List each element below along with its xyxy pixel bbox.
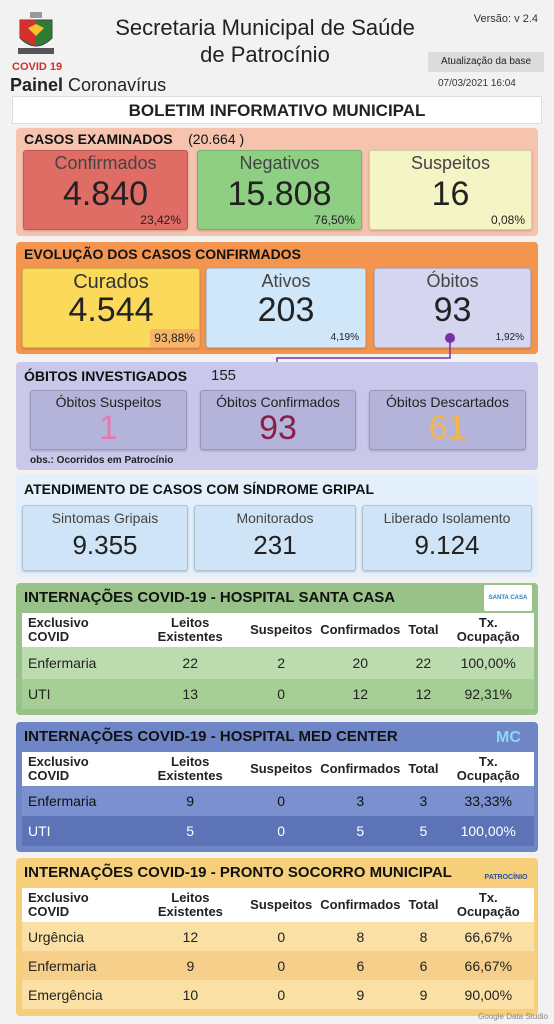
table-row: Enfermaria 22 2 20 22 100,00% [22,647,534,679]
atendimento-section: ATENDIMENTO DE CASOS COM SÍNDROME GRIPAL… [16,475,538,577]
card-sintomas-gripais: Sintomas Gripais 9.355 [22,505,188,571]
table-row: UTI 5 0 5 5 100,00% [22,816,534,846]
card-confirmados: Confirmados 4.840 23,42% [23,150,188,230]
card-negativos: Negativos 15.808 76,50% [197,150,362,230]
table-header-row: Exclusivo COVID Leitos Existentes Suspei… [22,613,534,647]
med-center-logo: MC [494,724,528,750]
section-title: INTERNAÇÕES COVID-19 - HOSPITAL MED CENT… [24,728,398,745]
obitos-obs: obs.: Ocorridos em Patrocínio [30,455,174,466]
evolucao-section: EVOLUÇÃO DOS CASOS CONFIRMADOS Curados 4… [16,242,538,354]
update-label: Atualização da base [428,52,544,72]
section-title: ATENDIMENTO DE CASOS COM SÍNDROME GRIPAL [24,481,375,497]
card-liberado-isolamento: Liberado Isolamento 9.124 [362,505,532,571]
page-title: Secretaria Municipal de Saúde de Patrocí… [115,15,415,67]
card-suspeitos: Suspeitos 16 0,08% [369,150,532,230]
card-ativos: Ativos 203 4,19% [206,268,366,348]
municipal-crest-logo [14,10,58,58]
footer-watermark: Google Data Studio [478,1012,548,1021]
table-row: Urgência 12 0 8 8 66,67% [22,922,534,951]
card-obitos-confirmados: Óbitos Confirmados 93 [200,390,356,450]
painel-title: Painel Coronavírus [10,75,167,95]
santa-casa-table: Exclusivo COVID Leitos Existentes Suspei… [22,613,534,709]
version-label: Versão: v 2.4 [473,13,538,25]
pronto-socorro-table: Exclusivo COVID Leitos Existentes Suspeito… [22,888,534,1009]
obitos-investigados-section: ÓBITOS INVESTIGADOS 155 Óbitos Suspeitos… [16,362,538,470]
section-title: INTERNAÇÕES COVID-19 - PRONTO SOCORRO MU… [24,864,452,881]
section-title: INTERNAÇÕES COVID-19 - HOSPITAL SANTA CA… [24,589,396,606]
card-monitorados: Monitorados 231 [194,505,356,571]
med-center-section: INTERNAÇÕES COVID-19 - HOSPITAL MED CENT… [16,722,538,852]
section-title: EVOLUÇÃO DOS CASOS CONFIRMADOS [24,246,301,262]
pronto-socorro-section: INTERNAÇÕES COVID-19 - PRONTO SOCORRO MU… [16,858,538,1016]
table-header-row: Exclusivo COVID Leitos Existentes Suspeito… [22,752,534,786]
update-date: 07/03/2021 16:04 [438,78,516,89]
table-row: Enfermaria 9 0 6 6 66,67% [22,951,534,980]
santa-casa-section: INTERNAÇÕES COVID-19 - HOSPITAL SANTA CA… [16,583,538,715]
med-center-table: Exclusivo COVID Leitos Existentes Suspeito… [22,752,534,846]
boletim-header: BOLETIM INFORMATIVO MUNICIPAL [12,96,542,124]
section-title: ÓBITOS INVESTIGADOS [24,368,188,384]
card-curados: Curados 4.544 93,88% [22,268,200,348]
casos-examinados-section: CASOS EXAMINADOS (20.664 ) Confirmados 4… [16,128,538,236]
obitos-total: 155 [211,367,237,384]
prefeitura-logo: PATROCÍNIO [484,874,528,881]
section-title: CASOS EXAMINADOS (20.664 ) [24,131,245,147]
table-row: UTI 13 0 12 12 92,31% [22,679,534,709]
santa-casa-logo: SANTA CASA [484,585,532,611]
table-row: Enfermaria 9 0 3 3 33,33% [22,786,534,816]
table-header-row: Exclusivo COVID Leitos Existentes Suspeito… [22,888,534,922]
svg-text:MC: MC [496,729,521,746]
card-obitos-descartados: Óbitos Descartados 61 [369,390,526,450]
covid-label: COVID 19 [12,61,63,73]
table-row: Emergência 10 0 9 9 90,00% [22,980,534,1009]
card-obitos-suspeitos: Óbitos Suspeitos 1 [30,390,187,450]
